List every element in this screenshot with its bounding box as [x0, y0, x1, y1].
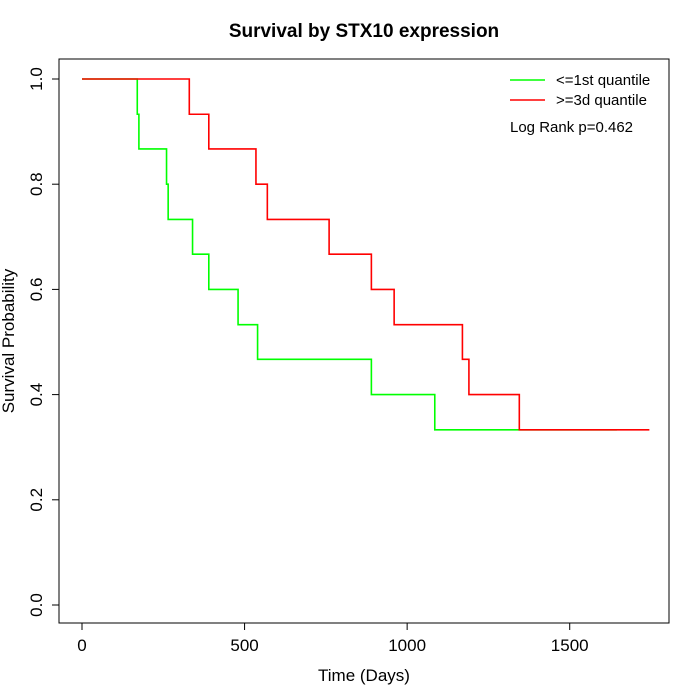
log-rank-annotation: Log Rank p=0.462	[510, 119, 633, 136]
legend-label-low: <=1st quantile	[556, 72, 650, 89]
series-layer	[82, 78, 650, 431]
y-axis: 0.0 0.2 0.4 0.6 0.8 1.0	[27, 67, 60, 617]
y-tick-label: 1.0	[27, 67, 46, 91]
x-axis-title: Time (Days)	[318, 666, 410, 685]
x-tick-label: 1000	[388, 636, 426, 655]
plot-frame	[58, 58, 670, 624]
series-line-high-quantile	[82, 78, 650, 431]
y-tick-label: 0.6	[27, 278, 46, 302]
x-tick-label: 1500	[551, 636, 589, 655]
series-line-low-quantile	[82, 78, 617, 431]
y-tick-label: 0.2	[27, 488, 46, 512]
x-axis: 0 500 1000 1500	[77, 622, 589, 655]
y-tick-label: 0.4	[27, 383, 46, 407]
chart-title: Survival by STX10 expression	[229, 21, 499, 42]
legend-label-high: >=3d quantile	[556, 92, 647, 109]
x-tick-label: 0	[77, 636, 86, 655]
x-tick-label: 500	[230, 636, 258, 655]
y-axis-title: Survival Probability	[0, 268, 18, 413]
y-tick-label: 0.0	[27, 593, 46, 617]
legend: <=1st quantile >=3d quantile	[510, 72, 650, 109]
y-tick-label: 0.8	[27, 172, 46, 196]
